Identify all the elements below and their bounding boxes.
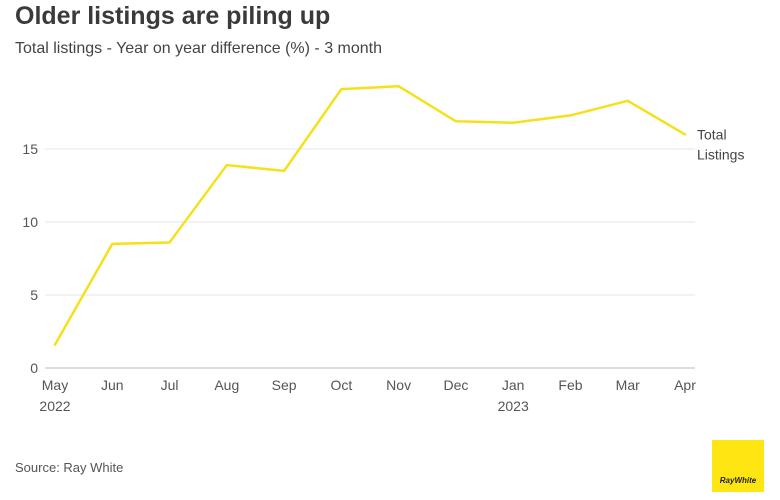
data-point xyxy=(397,85,400,88)
data-point xyxy=(168,241,171,244)
x-tick-label: Apr xyxy=(674,377,696,393)
y-tick-label: 10 xyxy=(22,214,38,230)
data-point xyxy=(53,343,57,346)
y-tick-label: 15 xyxy=(22,141,38,157)
chart-title: Older listings are piling up xyxy=(15,2,331,30)
data-point xyxy=(626,99,629,103)
ray-white-logo: RayWhite xyxy=(712,440,764,492)
series-label: Total xyxy=(697,126,727,142)
logo-text: RayWhite xyxy=(719,476,757,485)
x-tick-label: Jan xyxy=(502,377,525,393)
data-point xyxy=(569,114,572,117)
data-point xyxy=(683,133,687,136)
series-line xyxy=(53,84,687,346)
data-point xyxy=(454,120,458,123)
chart-subtitle: Total listings - Year on year difference… xyxy=(15,40,382,57)
y-tick-label: 5 xyxy=(30,287,38,303)
series-label: Listings xyxy=(697,146,744,162)
x-tick-label: Aug xyxy=(214,377,239,393)
x-tick-label: May xyxy=(42,377,68,393)
x-tick-year-label: 2022 xyxy=(39,398,70,414)
x-tick-label: Oct xyxy=(330,377,352,393)
data-point xyxy=(225,163,229,167)
x-tick-label: Feb xyxy=(558,377,582,393)
x-tick-year-label: 2023 xyxy=(498,398,529,414)
source-note: Source: Ray White xyxy=(15,460,124,475)
x-tick-label: Mar xyxy=(616,377,640,393)
data-point xyxy=(282,169,286,173)
y-tick-label: 0 xyxy=(30,360,38,376)
data-point xyxy=(340,87,343,91)
x-tick-label: Sep xyxy=(272,377,297,393)
data-point xyxy=(511,121,515,124)
x-tick-label: Dec xyxy=(443,377,468,393)
x-tick-label: Nov xyxy=(386,377,411,393)
data-point xyxy=(111,242,114,246)
x-tick-label: Jun xyxy=(101,377,124,393)
x-tick-label: Jul xyxy=(161,377,179,393)
